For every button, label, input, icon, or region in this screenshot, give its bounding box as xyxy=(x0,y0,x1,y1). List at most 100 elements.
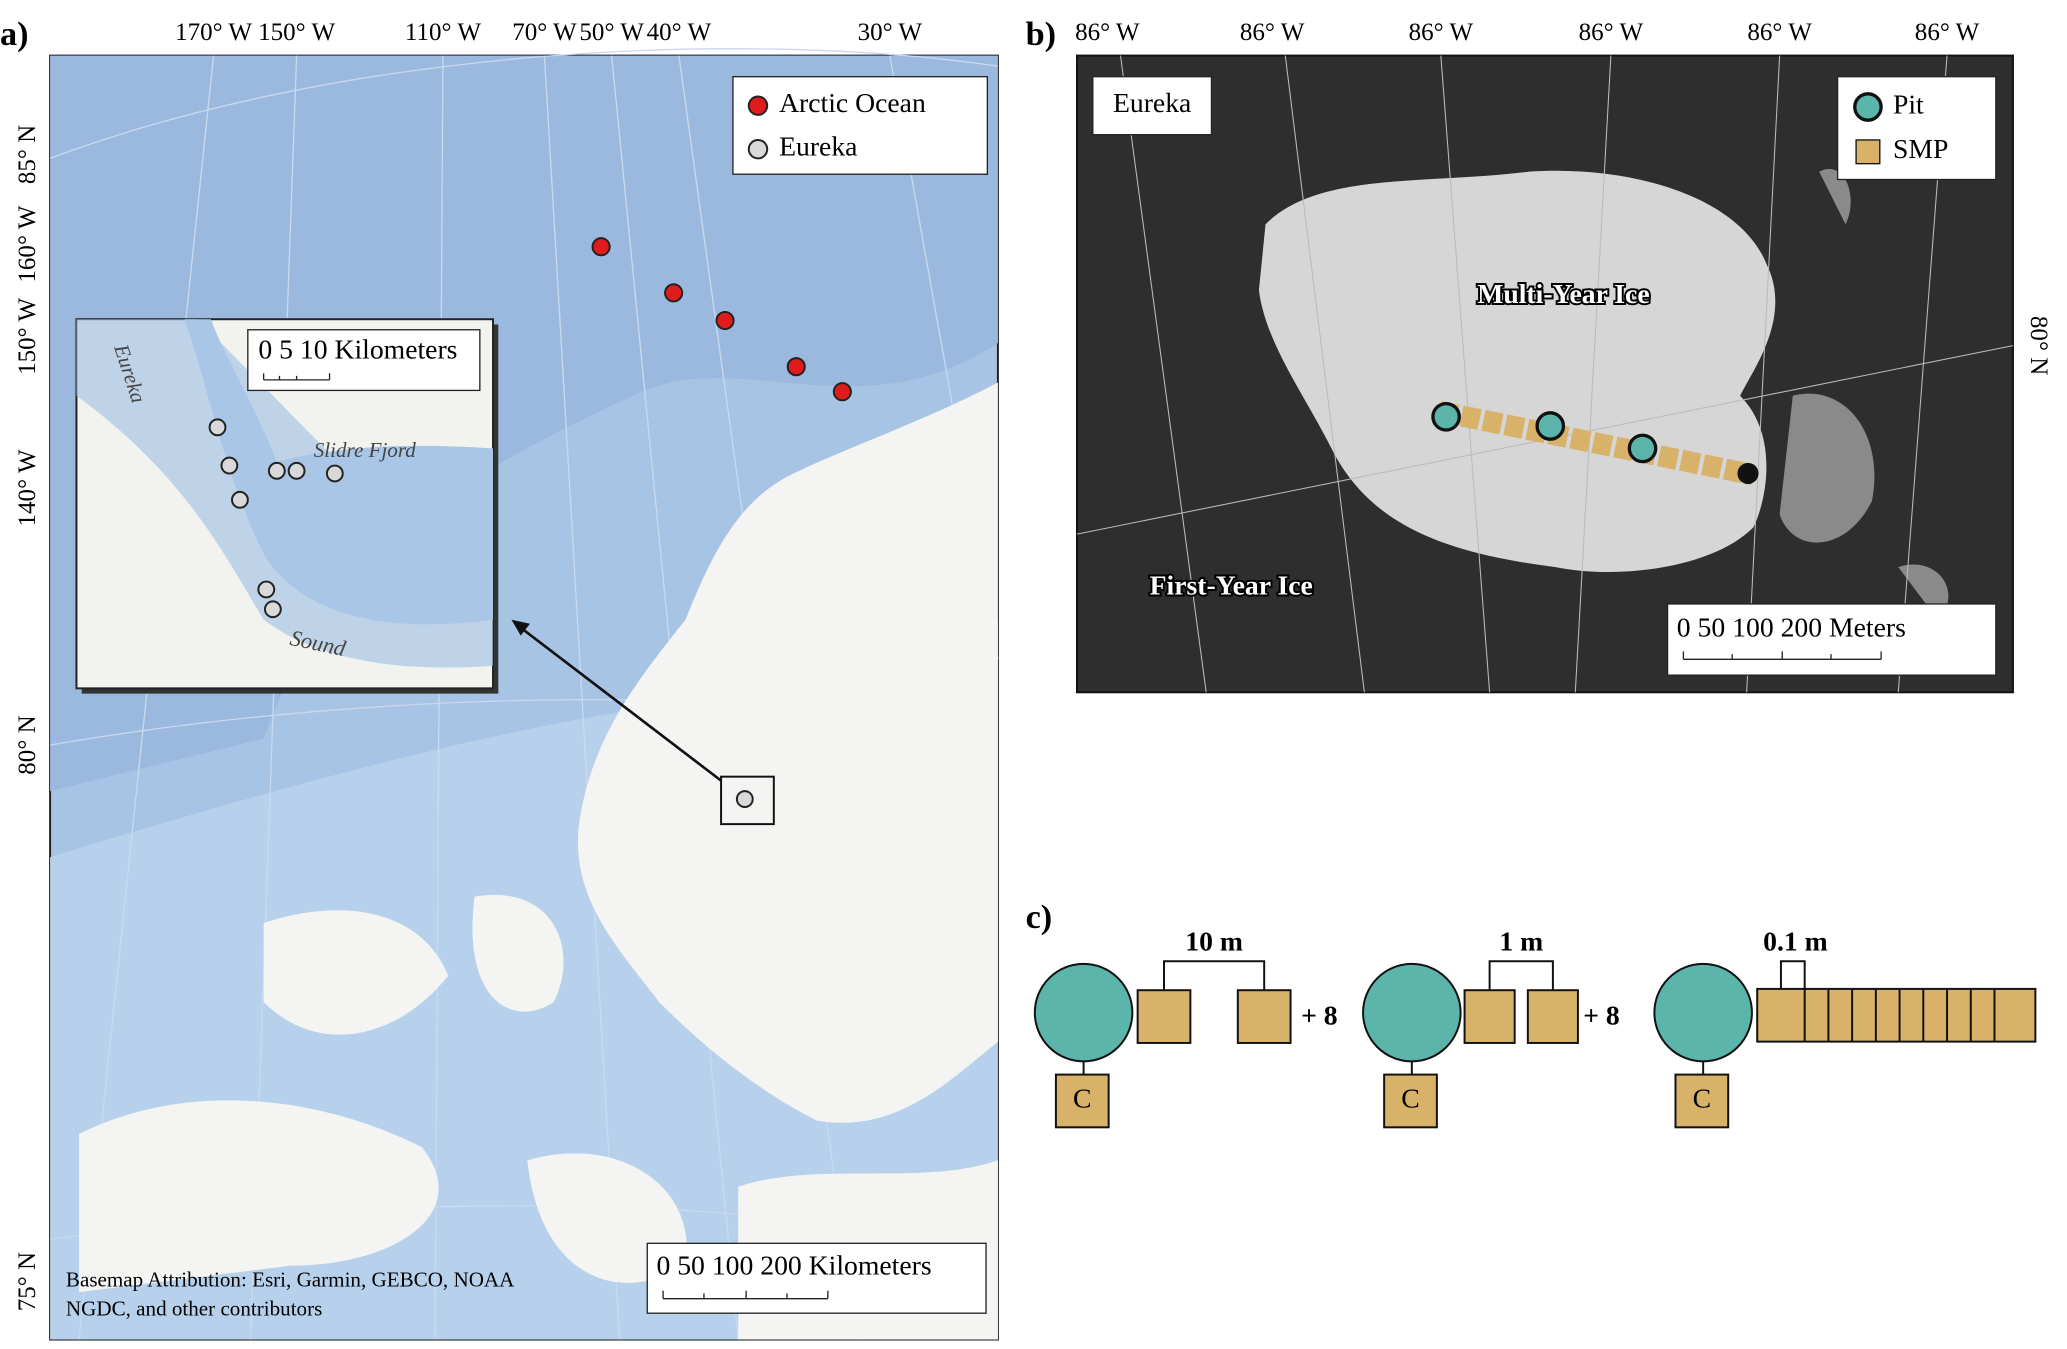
place-label: Slidre Fjord xyxy=(314,438,417,462)
scale-label: 0 50 100 200 Meters xyxy=(1677,612,1906,643)
site-point xyxy=(208,418,227,437)
lon-label: 86° W xyxy=(1579,19,1644,46)
spacing-bracket xyxy=(1779,960,1806,989)
site-point xyxy=(591,237,611,257)
smp-track xyxy=(1437,401,1756,486)
lon-label: 86° W xyxy=(1075,19,1140,46)
plus-label: + 8 xyxy=(1301,999,1338,1030)
inset-box xyxy=(720,775,775,826)
graphic xyxy=(1284,55,1365,693)
legend-swatch xyxy=(747,95,769,116)
inset-water xyxy=(76,319,494,668)
core-label: C xyxy=(1073,1082,1091,1113)
sampling-diagram xyxy=(1033,960,2037,1129)
legend-swatch xyxy=(747,138,769,160)
panel-label: c) xyxy=(1026,898,1053,936)
pit xyxy=(1535,411,1566,441)
map-b: 86° W 86° W 86° W 86° W 86° W 86° W 80° … xyxy=(1075,19,2052,694)
spacing-bracket xyxy=(1488,960,1554,991)
site-label: Eureka xyxy=(1113,87,1191,118)
lat-label: 80° N xyxy=(2025,316,2052,375)
lon-label: 150° W xyxy=(258,19,335,46)
lon-label: 50° W xyxy=(579,19,644,46)
graphic xyxy=(543,55,621,1340)
lat-label: 75° N xyxy=(14,1252,41,1311)
attribution: NGDC, and other contributors xyxy=(66,1296,322,1320)
spacing-label: 10 m xyxy=(1185,925,1243,956)
spacing-label: 1 m xyxy=(1499,925,1543,956)
region-label: First-Year Ice xyxy=(1150,570,1313,601)
legend-label: SMP xyxy=(1893,133,1948,164)
core xyxy=(1383,1073,1438,1129)
lon-label: 40° W xyxy=(647,19,712,46)
pit xyxy=(1431,401,1461,432)
graphic xyxy=(434,55,444,1340)
scale-bar xyxy=(662,1290,829,1300)
track-end xyxy=(1737,462,1759,485)
arctic-points xyxy=(591,237,852,402)
site-point xyxy=(832,382,852,402)
arrow xyxy=(519,626,722,782)
site-point xyxy=(220,456,239,475)
inset-points xyxy=(208,418,344,619)
lon-label: 86° W xyxy=(1409,19,1474,46)
graphic xyxy=(1746,55,1781,693)
pit xyxy=(1033,962,1134,1063)
smp xyxy=(1136,989,1192,1044)
arrow-head xyxy=(511,619,530,636)
scale-box xyxy=(646,1242,987,1314)
lon-label: 70° W xyxy=(512,19,577,46)
site-point xyxy=(257,580,276,599)
graphic xyxy=(1574,55,1612,693)
graphic xyxy=(49,48,999,160)
scale-label: 0 50 100 200 Kilometers xyxy=(656,1250,931,1281)
spacing-bracket xyxy=(1163,960,1266,991)
land xyxy=(577,382,998,1123)
land xyxy=(79,894,998,1340)
legend-swatch xyxy=(1855,139,1881,165)
site-point xyxy=(287,461,306,480)
site-point xyxy=(664,283,684,303)
legend-label: Eureka xyxy=(779,131,857,162)
panel-label: b) xyxy=(1026,15,1056,53)
lat-label: 80° N xyxy=(14,715,41,774)
site-point xyxy=(715,310,735,331)
lon-label: 86° W xyxy=(1240,19,1305,46)
eureka-point xyxy=(735,790,754,808)
lat-label: 150° W xyxy=(14,298,41,375)
pit xyxy=(1362,962,1462,1063)
graphic xyxy=(1119,55,1207,693)
legend-label: Pit xyxy=(1893,88,1924,119)
plus-label: + 8 xyxy=(1583,999,1620,1030)
smp xyxy=(1526,989,1579,1044)
pit xyxy=(1653,962,1753,1063)
inset-scale: 0 5 10 Kilometers xyxy=(258,334,457,365)
lon-label: 86° W xyxy=(1747,19,1812,46)
lat-label: 160° W xyxy=(14,205,41,282)
core-label: C xyxy=(1693,1082,1711,1113)
legend-swatch xyxy=(1853,92,1883,122)
attribution: Basemap Attribution: Esri, Garmin, GEBCO… xyxy=(66,1267,515,1291)
core xyxy=(1054,1073,1110,1129)
lon-label: 110° W xyxy=(405,19,481,46)
smp-dividers xyxy=(1803,988,1996,1042)
lat-label: 140° W xyxy=(14,449,41,526)
map-a: 170° W 150° W 110° W 70° W 50° W 40° W 3… xyxy=(14,19,999,1341)
lon-label: 30° W xyxy=(858,19,923,46)
lon-label: 86° W xyxy=(1915,19,1980,46)
pit xyxy=(1627,433,1658,464)
site-point xyxy=(786,357,806,377)
smp-series xyxy=(1756,987,2037,1043)
panel-label: a) xyxy=(0,15,29,53)
site-point xyxy=(325,464,344,483)
core xyxy=(1674,1073,1730,1129)
region-label: Multi-Year Ice xyxy=(1477,278,1649,309)
scale-box xyxy=(1666,603,1997,676)
scale-bar xyxy=(1682,651,1882,660)
pits xyxy=(1431,401,1658,464)
site-point xyxy=(263,600,282,619)
spacing-label: 0.1 m xyxy=(1763,925,1828,956)
lon-label: 170° W xyxy=(175,19,252,46)
